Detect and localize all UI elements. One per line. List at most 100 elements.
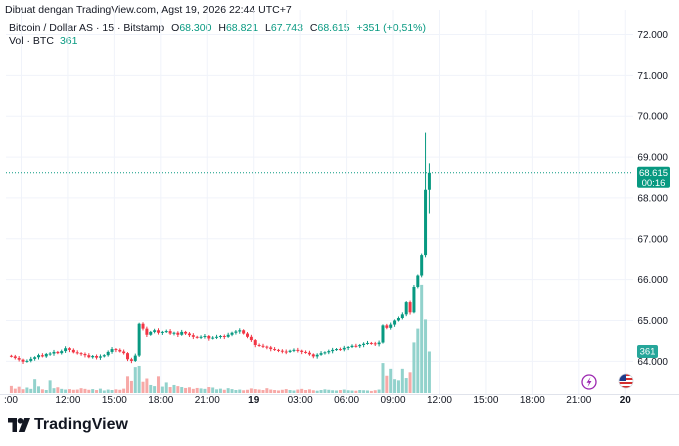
- price-axis[interactable]: 72.000 71.000 70.000 69.000 68.000 67.000 66.0…: [637, 30, 668, 368]
- candle-body: [199, 336, 203, 338]
- volume-tag: 361: [637, 344, 658, 358]
- y-tick-label: 68.000: [637, 193, 668, 204]
- tradingview-logo-text: TradingView: [34, 416, 128, 433]
- volume-bar: [211, 387, 215, 393]
- volume-bar: [311, 390, 315, 393]
- volume-bar: [48, 380, 52, 393]
- volume-bar: [358, 390, 362, 393]
- candle-body: [141, 323, 145, 329]
- lightning-icon[interactable]: [581, 374, 597, 390]
- candle-body: [269, 347, 273, 350]
- candle-body: [122, 351, 126, 354]
- volume-bar: [265, 388, 269, 393]
- volume-bar: [44, 390, 48, 393]
- volume-legend[interactable]: Vol · BTC 361: [9, 35, 77, 47]
- volume-bar: [335, 390, 339, 393]
- volume-bar: [106, 389, 110, 393]
- candle-body: [373, 343, 377, 345]
- candle-body: [327, 351, 331, 353]
- y-tick-label: 66.000: [637, 275, 668, 286]
- candle-body: [362, 343, 366, 345]
- volume-bar: [9, 385, 13, 393]
- candle-body: [191, 335, 195, 337]
- volume-bar: [56, 387, 60, 393]
- candle-body: [75, 352, 79, 354]
- candle-body: [249, 336, 253, 341]
- volume-bar: [420, 284, 424, 393]
- candle-body: [184, 331, 188, 334]
- y-tick-label: 70.000: [637, 112, 668, 123]
- x-tick-label: 21:00: [566, 395, 591, 406]
- x-tick-label: 19: [248, 395, 260, 406]
- volume-bar: [191, 388, 195, 393]
- candle-body: [354, 345, 358, 347]
- volume-bar: [389, 368, 393, 393]
- volume-bar: [91, 389, 95, 393]
- x-tick-label: 12:00: [55, 395, 80, 406]
- volume-bar: [149, 384, 153, 393]
- symbol-title[interactable]: Bitcoin / Dollar AS · 15 · Bitstamp: [9, 22, 165, 34]
- candle-body: [67, 348, 71, 350]
- x-tick-label: 09:00: [381, 395, 406, 406]
- candle-body: [102, 355, 106, 357]
- volume-bar: [110, 390, 114, 393]
- volume-bar: [222, 389, 226, 393]
- x-tick-label: 21:00: [195, 395, 220, 406]
- volume-bar: [164, 382, 168, 393]
- candle-body: [126, 353, 130, 360]
- volume-bar: [60, 388, 64, 393]
- x-tick-label: 15:00: [102, 395, 127, 406]
- candle-body: [110, 349, 114, 352]
- candle-body: [342, 347, 346, 350]
- price-tag-countdown: 00:16: [642, 178, 666, 189]
- volume-bar: [230, 389, 234, 393]
- volume-bar: [67, 389, 71, 393]
- candle-body: [172, 332, 176, 334]
- time-axis[interactable]: :00 12:00 15:00 18:00 21:00 19 03:00 06:00 09:00…: [4, 395, 631, 406]
- volume-bar: [25, 387, 29, 393]
- candle-body: [129, 359, 133, 361]
- volume-bar: [40, 389, 44, 393]
- y-tick-label: 67.000: [637, 234, 668, 245]
- volume-bar: [238, 389, 242, 393]
- candle-body: [257, 344, 261, 346]
- candle-body: [215, 336, 219, 338]
- volume-bar: [234, 390, 238, 393]
- candle-body: [33, 357, 37, 359]
- candle-body: [137, 323, 141, 356]
- candle-body: [288, 350, 292, 352]
- volume-bar: [168, 387, 172, 393]
- volume-bar: [342, 389, 346, 393]
- high-value: 68.821: [225, 22, 259, 34]
- candle-body: [156, 330, 160, 333]
- volume-bar: [207, 387, 211, 393]
- candle-body: [296, 349, 300, 351]
- volume-bar: [79, 388, 83, 393]
- volume-bar: [323, 389, 327, 393]
- candle-body: [307, 352, 311, 355]
- candle-body: [253, 340, 257, 345]
- candle-body: [222, 335, 226, 337]
- volume-bar: [13, 388, 17, 393]
- candle-body: [64, 348, 68, 352]
- volume-bar: [362, 390, 366, 393]
- low-value: 67.743: [270, 22, 303, 34]
- tradingview-logo[interactable]: TradingView: [8, 416, 128, 434]
- us-flag-icon[interactable]: [618, 373, 634, 389]
- candle-body: [52, 351, 56, 354]
- change-value: +351 (+0,51%): [356, 22, 427, 34]
- volume-bar: [102, 390, 106, 393]
- candle-body: [44, 353, 48, 357]
- volume-bar: [393, 379, 397, 393]
- volume-bar: [75, 389, 79, 393]
- chart-caption: Dibuat dengan TradingView.com, Agst 19, …: [5, 4, 292, 16]
- volume-bar: [156, 376, 160, 393]
- close-key: C: [309, 22, 318, 34]
- candle-body: [91, 356, 95, 358]
- volume-bar: [153, 386, 157, 393]
- candle-body: [365, 342, 369, 344]
- volume-label: Vol · BTC: [9, 35, 54, 47]
- price-tag-value: 68.615: [639, 168, 668, 179]
- candle-body: [230, 332, 234, 335]
